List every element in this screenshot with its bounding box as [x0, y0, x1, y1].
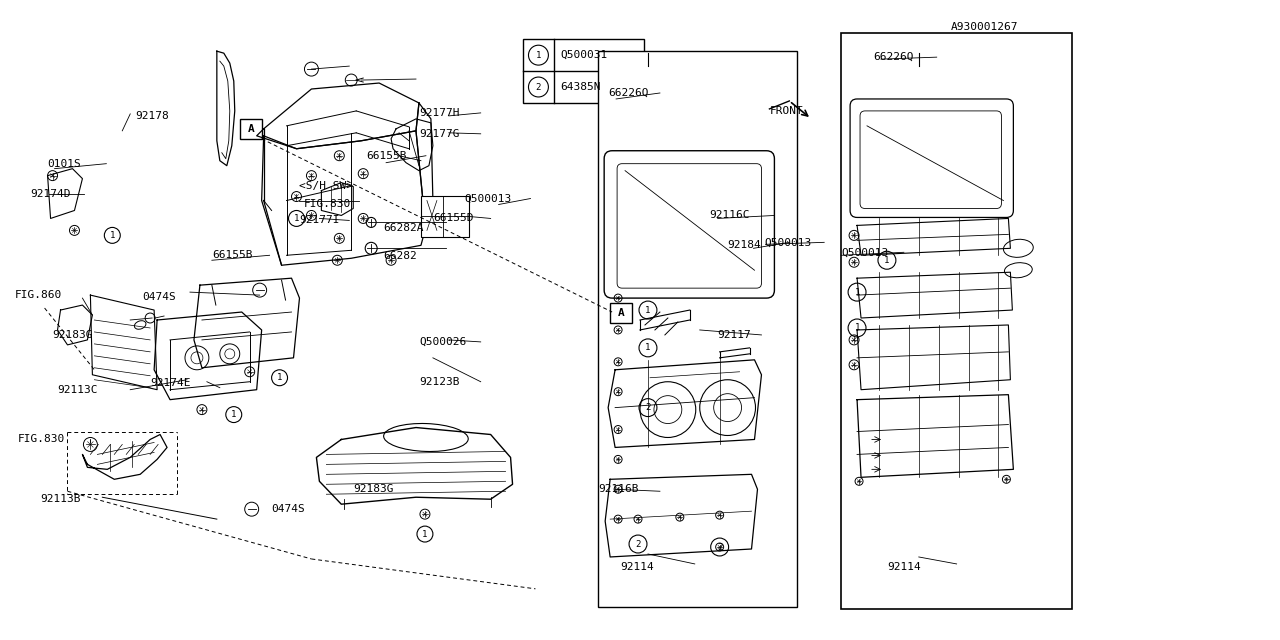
Text: 0101S: 0101S	[47, 159, 82, 169]
Text: Q500013: Q500013	[841, 247, 888, 257]
Text: 1: 1	[232, 410, 237, 419]
Text: 1: 1	[276, 373, 283, 382]
Text: A: A	[618, 308, 625, 318]
Text: 92114: 92114	[887, 562, 920, 572]
Text: 92116B: 92116B	[598, 484, 639, 494]
Text: 66155B: 66155B	[212, 250, 252, 260]
FancyBboxPatch shape	[860, 111, 1001, 209]
Text: <S/H SW>: <S/H SW>	[300, 180, 353, 191]
Text: Q500013: Q500013	[764, 237, 812, 247]
Text: 92113B: 92113B	[41, 494, 81, 504]
Bar	[421, 196, 468, 237]
Bar	[239, 119, 261, 139]
Bar	[611, 303, 632, 323]
Text: A: A	[247, 124, 253, 134]
Bar	[841, 33, 1073, 609]
Text: 92177H: 92177H	[419, 108, 460, 118]
Text: 92178: 92178	[136, 111, 169, 121]
Text: FIG.860: FIG.860	[15, 290, 61, 300]
Text: 66155D: 66155D	[433, 214, 474, 223]
Text: 66155B: 66155B	[366, 150, 407, 161]
Text: 1: 1	[884, 256, 890, 265]
Text: 2: 2	[536, 83, 541, 92]
Text: 1: 1	[422, 529, 428, 539]
Bar	[522, 39, 644, 103]
Text: 2: 2	[645, 403, 650, 412]
FancyBboxPatch shape	[850, 99, 1014, 218]
Text: 0474S: 0474S	[271, 504, 306, 514]
Text: Q500013: Q500013	[465, 193, 512, 204]
Text: 2: 2	[717, 543, 722, 552]
Text: 1: 1	[294, 214, 300, 223]
Text: 66282: 66282	[383, 252, 417, 261]
Text: 1: 1	[854, 287, 860, 296]
Text: 1: 1	[645, 305, 650, 314]
Text: Q500031: Q500031	[561, 50, 608, 60]
Text: 2: 2	[635, 540, 641, 548]
Text: A930001267: A930001267	[951, 22, 1018, 32]
Text: 92177I: 92177I	[300, 216, 340, 225]
Text: 1: 1	[645, 344, 650, 353]
Text: FIG.830: FIG.830	[18, 435, 65, 444]
Text: FIG.830: FIG.830	[303, 198, 351, 209]
FancyBboxPatch shape	[617, 164, 762, 288]
Text: 92174E: 92174E	[150, 378, 191, 388]
Text: 92123B: 92123B	[419, 377, 460, 387]
Text: 92174D: 92174D	[31, 189, 72, 198]
Text: 92177G: 92177G	[419, 129, 460, 139]
Text: 66226Q: 66226Q	[608, 88, 649, 98]
Text: 92117: 92117	[718, 330, 751, 340]
Text: 92116C: 92116C	[709, 211, 750, 220]
Bar	[598, 51, 797, 607]
Text: 92183G: 92183G	[52, 330, 93, 340]
Text: 66282A: 66282A	[383, 223, 424, 234]
Text: 1: 1	[110, 231, 115, 240]
Text: 92184: 92184	[727, 241, 762, 250]
FancyBboxPatch shape	[604, 151, 774, 298]
Text: Q500026: Q500026	[419, 337, 466, 347]
Text: FRONT: FRONT	[769, 106, 803, 116]
Text: 1: 1	[536, 51, 541, 60]
Text: 66226Q: 66226Q	[873, 52, 914, 62]
Text: 92114: 92114	[620, 562, 654, 572]
Text: 92113C: 92113C	[58, 385, 99, 395]
Text: 92183G: 92183G	[353, 484, 394, 494]
Text: 64385N: 64385N	[561, 82, 600, 92]
Text: 1: 1	[854, 323, 860, 332]
Text: 0474S: 0474S	[142, 292, 175, 302]
